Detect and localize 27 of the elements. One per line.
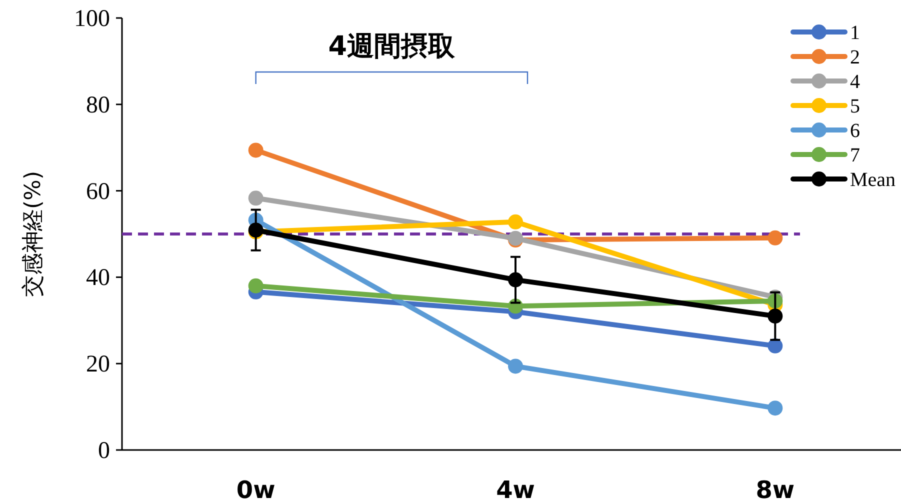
y-tick-label: 0 [98,438,110,464]
point [248,278,264,294]
point [768,230,783,246]
y-axis-title: 交感神経(%) [21,170,46,298]
annotation: 4週間摂取 [328,31,456,62]
point [768,308,783,324]
point [248,142,264,158]
y-tick-label: 40 [86,265,110,292]
legend-label: 2 [850,46,860,68]
legend-label: 7 [850,144,860,166]
legend-label: 1 [850,22,860,44]
point [508,272,523,288]
y-tick-label: 80 [86,92,110,118]
point [248,190,264,206]
y-tick-label: 60 [86,178,110,205]
legend-label: 6 [850,120,860,142]
x-tick-label: 8w [756,476,795,504]
x-tick-label: 4w [496,476,535,504]
point [508,358,523,374]
legend-label: 4 [850,71,860,93]
y-tick-label: 100 [74,6,110,32]
point [508,214,523,230]
legend-label: Mean [850,169,896,191]
legend-label: 5 [850,96,860,118]
point [768,400,783,416]
y-tick-label: 20 [86,352,110,378]
x-tick-label: 0w [236,476,276,504]
